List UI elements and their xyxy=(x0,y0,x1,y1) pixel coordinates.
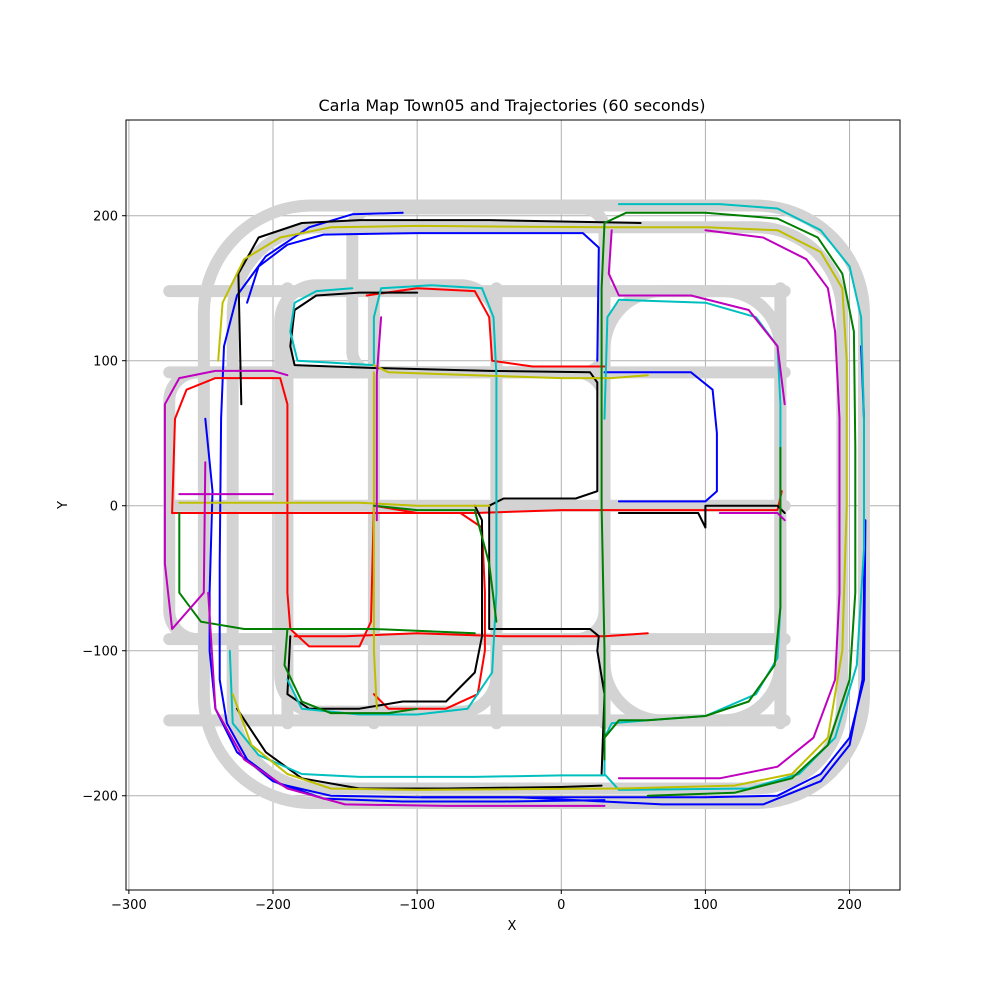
trajectory-line xyxy=(375,316,383,522)
trajectory-line xyxy=(718,512,786,522)
trajectory-line xyxy=(246,232,600,362)
x-axis-label: X xyxy=(508,919,517,934)
trajectory-line xyxy=(365,287,606,368)
trajectory-line xyxy=(372,371,378,710)
x-tick-label: −300 xyxy=(111,898,147,913)
trajectory-line xyxy=(204,417,606,803)
y-tick-label: −200 xyxy=(82,790,118,805)
axes-frame xyxy=(125,119,901,891)
x-tick-label: 200 xyxy=(837,898,862,913)
y-tick-label: 0 xyxy=(110,500,118,515)
trajectory-line xyxy=(163,369,289,630)
trajectory-line xyxy=(228,649,606,778)
trajectory-line xyxy=(293,632,649,638)
trajectory-line xyxy=(283,628,419,715)
trajectory-line xyxy=(289,291,599,507)
trajectory-line xyxy=(372,504,498,623)
x-tick-label: −100 xyxy=(399,898,435,913)
trajectory-line xyxy=(372,364,649,380)
y-axis-label: Y xyxy=(56,501,71,510)
trajectory-line xyxy=(207,591,606,807)
trajectory-line xyxy=(617,504,786,529)
trajectory-layer xyxy=(163,203,867,807)
x-tick-label: 100 xyxy=(693,898,718,913)
chart-title: Carla Map Town05 and Trajectories (60 se… xyxy=(318,96,705,115)
x-tick-label: −200 xyxy=(255,898,291,913)
x-tick-label: 0 xyxy=(557,898,565,913)
trajectory-line xyxy=(607,229,786,406)
trajectory-line xyxy=(217,224,848,791)
trajectory-line xyxy=(178,512,476,635)
y-tick-label: 100 xyxy=(93,355,118,370)
trajectory-line xyxy=(237,219,642,406)
y-tick-label: 200 xyxy=(93,210,118,225)
plot-area: −300 −200 −100 0 100 200 −200 −100 0 100 200 xyxy=(82,119,901,913)
trajectory-line xyxy=(603,446,782,739)
trajectory-line xyxy=(600,211,857,797)
trajectory-line xyxy=(178,501,491,507)
trajectory-line xyxy=(603,371,718,503)
trajectory-line xyxy=(617,229,841,780)
tick-layer: −300 −200 −100 0 100 200 −200 −100 0 100 200 xyxy=(82,210,862,913)
trajectory-line xyxy=(286,284,498,716)
y-tick-label: −100 xyxy=(82,645,118,660)
trajectory-line xyxy=(171,377,375,648)
